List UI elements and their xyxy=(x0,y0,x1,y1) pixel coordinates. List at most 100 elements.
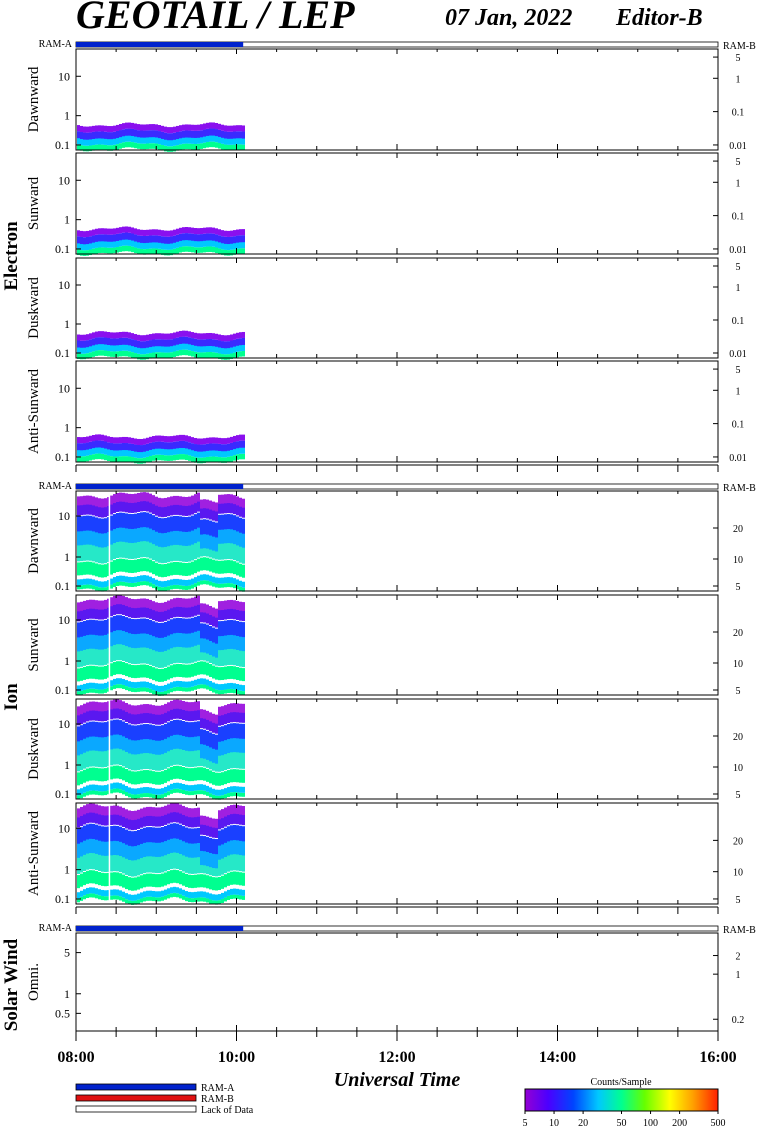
heatmap-cell xyxy=(185,330,188,337)
heatmap-cell xyxy=(83,515,86,531)
heatmap-cell xyxy=(176,747,179,765)
heatmap-cell xyxy=(146,575,149,582)
heatmap-cell xyxy=(119,720,122,736)
heatmap-cell xyxy=(236,825,239,841)
heatmap-cell xyxy=(191,840,194,858)
heatmap-cell xyxy=(209,899,212,904)
heatmap-cell xyxy=(203,897,206,902)
heatmap-cell xyxy=(92,579,95,586)
ram-a-label: RAM-A xyxy=(39,39,73,50)
heatmap-cell xyxy=(212,141,215,148)
heatmap-cell xyxy=(236,809,239,825)
heatmap-cell xyxy=(119,246,122,252)
heatmap-cell xyxy=(242,440,245,448)
heatmap-cell xyxy=(80,794,83,799)
heatmap-cell xyxy=(89,126,92,133)
heatmap-cell xyxy=(86,785,89,792)
heatmap-cell xyxy=(206,443,209,451)
heatmap-cell xyxy=(104,890,107,897)
heatmap-cell xyxy=(149,665,152,679)
heatmap-cell xyxy=(95,888,98,895)
heatmap-cell xyxy=(173,630,176,648)
heatmap-cell xyxy=(149,873,152,887)
heatmap-cell xyxy=(155,333,158,340)
heatmap-cell xyxy=(98,689,101,694)
heatmap-cell xyxy=(227,895,230,900)
heatmap-cell xyxy=(215,877,218,891)
heatmap-cell xyxy=(149,525,152,543)
heatmap-cell xyxy=(95,632,98,650)
heatmap-cell xyxy=(209,712,212,722)
heatmap-cell xyxy=(158,788,161,795)
heatmap-cell xyxy=(206,519,209,535)
heatmap-cell xyxy=(203,499,206,509)
heatmap-cell xyxy=(89,584,92,589)
heatmap-cell xyxy=(122,627,125,645)
heatmap-cell xyxy=(215,122,218,130)
heatmap-cell xyxy=(215,443,218,451)
heatmap-cell xyxy=(77,579,80,586)
heatmap-cell xyxy=(230,647,233,665)
heatmap-cell xyxy=(89,242,92,250)
heatmap-cell xyxy=(101,125,104,132)
heatmap-cell xyxy=(236,235,239,243)
heatmap-cell xyxy=(167,448,170,456)
heatmap-cell xyxy=(215,502,218,512)
heatmap-cell xyxy=(86,600,89,610)
heatmap-cell xyxy=(158,235,161,243)
heatmap-cell xyxy=(203,709,206,719)
heatmap-cell xyxy=(203,531,206,549)
heatmap-cell xyxy=(80,709,83,725)
heatmap-cell xyxy=(182,233,185,241)
heatmap-cell xyxy=(215,612,218,628)
heatmap-cell xyxy=(89,527,92,545)
heatmap-cell xyxy=(152,621,155,637)
heatmap-cell xyxy=(221,347,224,355)
heatmap-cell xyxy=(152,753,155,771)
heatmap-cell xyxy=(200,603,203,613)
heatmap-cell xyxy=(212,717,215,733)
heatmap-cell xyxy=(242,786,245,793)
heatmap-cell xyxy=(83,584,86,589)
heatmap-cell xyxy=(155,496,158,506)
heatmap-cell xyxy=(134,859,137,877)
heatmap-cell xyxy=(215,247,218,254)
heatmap-cell xyxy=(182,496,185,506)
heatmap-cell xyxy=(215,683,218,690)
heatmap-cell xyxy=(107,646,110,664)
heatmap-cell xyxy=(113,247,116,254)
heatmap-cell xyxy=(191,808,194,818)
right-tick-label: 5 xyxy=(736,53,741,64)
heatmap-cell xyxy=(164,633,167,651)
heatmap-cell xyxy=(179,544,182,562)
heatmap-cell xyxy=(224,347,227,355)
heatmap-cell xyxy=(119,766,122,780)
heatmap-cell xyxy=(230,805,233,815)
heatmap-cell xyxy=(233,242,236,250)
heatmap-cell xyxy=(167,236,170,244)
heatmap-cell xyxy=(230,514,233,530)
heatmap-cell xyxy=(194,542,197,560)
heatmap-cell xyxy=(116,512,119,528)
heatmap-cell xyxy=(95,331,98,338)
heatmap-cell xyxy=(125,813,128,829)
heatmap-cell xyxy=(179,144,182,150)
heatmap-cell xyxy=(104,826,107,842)
heatmap-cell xyxy=(221,514,224,530)
heatmap-cell xyxy=(95,871,98,885)
heatmap-cell xyxy=(200,136,203,144)
heatmap-cell xyxy=(176,719,179,735)
heatmap-cell xyxy=(83,889,86,896)
heatmap-cell xyxy=(143,341,146,349)
heatmap-cell xyxy=(161,530,164,548)
heatmap-cell xyxy=(161,125,164,132)
heatmap-cell xyxy=(173,332,176,339)
heatmap-cell xyxy=(209,787,212,794)
heatmap-cell xyxy=(239,446,242,454)
heatmap-cell xyxy=(218,810,221,820)
heatmap-cell xyxy=(104,682,107,689)
heatmap-cell xyxy=(149,890,152,897)
heatmap-cell xyxy=(116,809,119,825)
heatmap-cell xyxy=(80,449,83,457)
